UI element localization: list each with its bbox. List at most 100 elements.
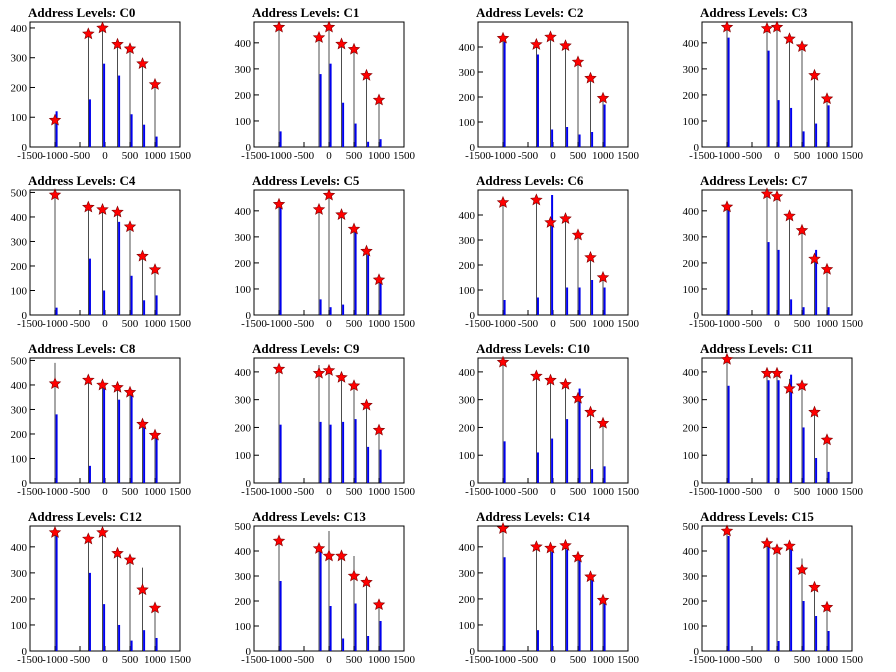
bar: [342, 102, 345, 147]
bar: [379, 621, 382, 651]
x-tick-label: -1000: [714, 486, 740, 498]
y-tick-label: 0: [246, 478, 252, 490]
peak-marker: [123, 42, 137, 55]
bar: [727, 205, 730, 315]
bar: [551, 129, 554, 147]
x-tick-label: 1000: [816, 318, 839, 330]
peak-marker: [312, 541, 326, 554]
peak-marker: [808, 405, 821, 418]
bar: [88, 258, 91, 315]
peak-marker: [360, 575, 373, 588]
bar: [143, 421, 146, 483]
x-tick-label: -1500: [689, 654, 715, 666]
panel-0: Address Levels: C0 0 100 200 300 400 -1500 -100…: [11, 5, 192, 162]
x-tick-label: 500: [570, 318, 587, 330]
x-tick-label: -1500: [465, 318, 491, 330]
peak-marker: [136, 249, 149, 262]
bar: [536, 297, 539, 315]
y-tick-label: 200: [11, 261, 28, 273]
y-tick-label: 400: [11, 380, 28, 392]
y-tick-label: 100: [683, 621, 700, 633]
bar: [815, 123, 818, 147]
peak-marker: [770, 20, 784, 33]
bar: [777, 249, 780, 315]
bar: [155, 637, 158, 651]
y-tick-label: 300: [459, 568, 476, 580]
peak-marker: [559, 212, 572, 225]
bar: [130, 114, 133, 147]
bar: [279, 424, 282, 483]
x-tick-label: -1000: [42, 150, 68, 162]
peak-marker: [596, 416, 610, 429]
bar: [566, 419, 569, 483]
y-tick-label: 300: [11, 53, 28, 65]
y-tick-label: 400: [459, 210, 476, 222]
x-tick-label: 1500: [841, 150, 864, 162]
y-tick-label: 200: [683, 422, 700, 434]
x-tick-label: -1000: [714, 150, 740, 162]
peak-marker: [123, 553, 137, 566]
peak-marker: [544, 541, 557, 554]
y-tick-label: 0: [22, 310, 28, 322]
peak-marker: [783, 539, 796, 552]
x-tick-label: 500: [570, 150, 587, 162]
x-tick-label: 500: [794, 654, 811, 666]
y-tick-label: 400: [235, 367, 252, 379]
x-tick-label: 500: [122, 654, 139, 666]
x-tick-label: 500: [794, 486, 811, 498]
y-tick-label: 0: [22, 478, 28, 490]
x-tick-label: 500: [122, 318, 139, 330]
peak-marker: [48, 113, 62, 126]
peak-marker: [760, 536, 774, 549]
peak-marker: [596, 91, 610, 104]
x-tick-label: 500: [794, 318, 811, 330]
y-tick-label: 400: [235, 38, 252, 50]
x-tick-label: 500: [570, 654, 587, 666]
peak-marker: [96, 525, 109, 538]
bar: [827, 471, 830, 483]
bar: [727, 536, 730, 651]
x-tick-label: 1000: [816, 654, 839, 666]
x-tick-label: -500: [70, 486, 91, 498]
bar: [815, 616, 818, 651]
y-tick-label: 300: [11, 404, 28, 416]
x-tick-label: -1500: [17, 318, 43, 330]
x-tick-label: 0: [326, 486, 332, 498]
y-tick-label: 100: [11, 112, 28, 124]
peak-marker: [808, 68, 821, 81]
bar: [319, 548, 322, 651]
bar: [566, 549, 569, 651]
peak-marker: [571, 391, 585, 404]
y-tick-label: 0: [694, 142, 700, 154]
peak-marker: [530, 540, 543, 553]
x-tick-label: -1000: [42, 318, 68, 330]
x-tick-label: 0: [550, 318, 556, 330]
x-tick-label: -1500: [689, 150, 715, 162]
y-tick-label: 0: [470, 142, 476, 154]
peak-marker: [584, 71, 597, 84]
x-tick-label: 500: [346, 654, 363, 666]
y-tick-label: 100: [459, 620, 476, 632]
peak-marker: [312, 366, 326, 379]
x-tick-label: -500: [294, 654, 315, 666]
y-tick-label: 100: [11, 453, 28, 465]
peak-marker: [82, 27, 95, 40]
bar: [130, 640, 133, 651]
bar: [155, 295, 158, 315]
y-tick-label: 100: [235, 621, 252, 633]
bar: [379, 449, 382, 483]
peak-marker: [347, 222, 361, 235]
peak-marker: [571, 228, 585, 241]
peak-marker: [496, 355, 510, 368]
peak-marker: [360, 68, 373, 81]
bar: [118, 624, 121, 651]
x-tick-label: 1500: [617, 318, 640, 330]
peak-marker: [372, 423, 386, 436]
x-tick-label: 500: [346, 318, 363, 330]
x-tick-label: -1500: [689, 318, 715, 330]
y-tick-label: 400: [683, 546, 700, 558]
peak-marker: [347, 42, 361, 55]
peak-marker: [530, 369, 543, 382]
peak-marker: [820, 433, 834, 446]
x-tick-label: -500: [518, 654, 539, 666]
